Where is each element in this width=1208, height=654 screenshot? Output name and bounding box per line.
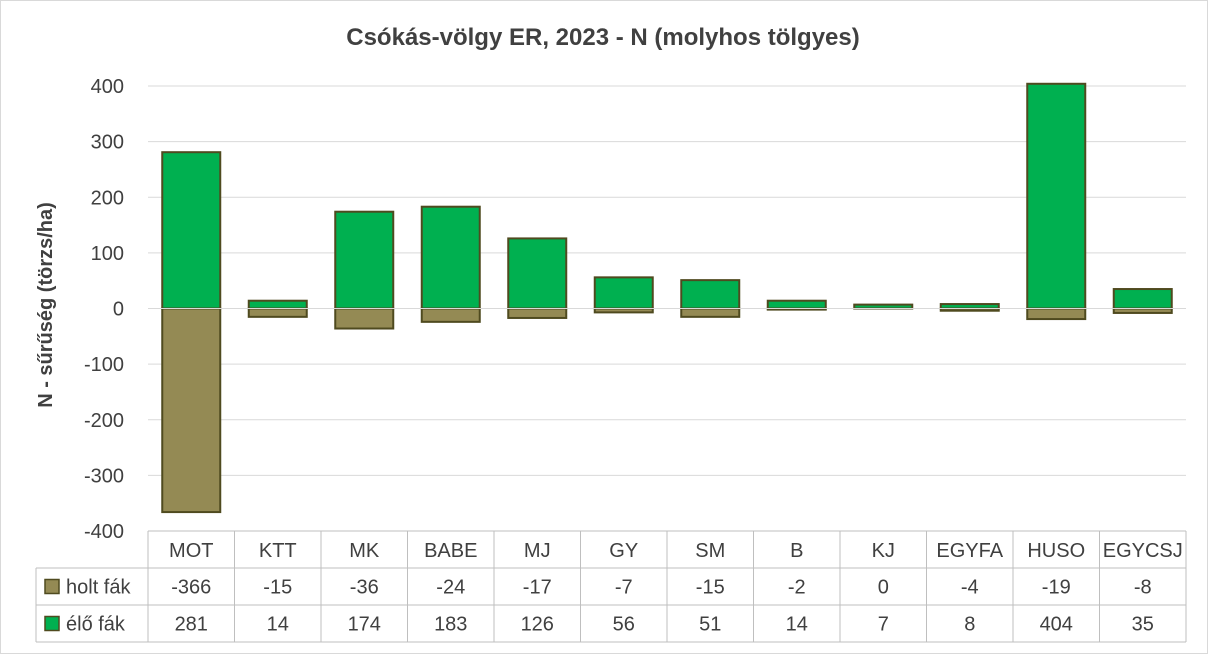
- data-label: 14: [786, 614, 808, 636]
- bar: [420, 205, 481, 310]
- data-label: -17: [523, 577, 552, 599]
- y-tick-label: -100: [84, 354, 124, 376]
- category-label: SM: [695, 540, 725, 562]
- y-tick-label: 100: [91, 243, 124, 265]
- category-label: GY: [609, 540, 638, 562]
- y-tick-label: 200: [91, 187, 124, 209]
- bar: [939, 303, 1000, 310]
- category-label: EGYCSJ: [1103, 540, 1183, 562]
- y-tick-label: 0: [113, 299, 124, 321]
- y-tick-label: 300: [91, 132, 124, 154]
- data-label: 174: [348, 614, 381, 636]
- series-label: holt fák: [66, 577, 131, 599]
- data-label: 14: [267, 614, 289, 636]
- bars: [148, 82, 1186, 514]
- bar: [1026, 82, 1087, 310]
- y-tick-label: -300: [84, 465, 124, 487]
- bar: [161, 307, 222, 514]
- y-tick-label: -400: [84, 521, 124, 543]
- category-label: MK: [349, 540, 380, 562]
- category-label: MJ: [524, 540, 551, 562]
- data-label: 0: [878, 577, 889, 599]
- bar: [161, 151, 222, 310]
- category-label: KTT: [259, 540, 297, 562]
- data-label: 35: [1132, 614, 1154, 636]
- data-label: -36: [350, 577, 379, 599]
- bar: [766, 299, 827, 310]
- data-label: 7: [878, 614, 889, 636]
- category-label: BABE: [424, 540, 477, 562]
- category-label: EGYFA: [936, 540, 1003, 562]
- data-label: 126: [521, 614, 554, 636]
- bar: [593, 276, 654, 310]
- bar: [247, 307, 308, 318]
- data-label: -366: [171, 577, 211, 599]
- y-tick-label: -200: [84, 410, 124, 432]
- category-label: B: [790, 540, 803, 562]
- bar: [247, 299, 308, 310]
- data-label: -15: [696, 577, 725, 599]
- data-label: 56: [613, 614, 635, 636]
- category-label: KJ: [872, 540, 895, 562]
- data-label: -24: [436, 577, 465, 599]
- category-label: HUSO: [1027, 540, 1085, 562]
- bar: [853, 303, 914, 310]
- data-label: 183: [434, 614, 467, 636]
- data-label: 51: [699, 614, 721, 636]
- legend-swatch: [44, 615, 60, 632]
- bar: [507, 307, 568, 319]
- data-label: 281: [175, 614, 208, 636]
- chart-title: Csókás-völgy ER, 2023 - N (molyhos tölgy…: [346, 24, 859, 51]
- bar: [1112, 288, 1173, 310]
- legend-swatch: [44, 578, 60, 595]
- data-label: -4: [961, 577, 979, 599]
- data-label: -15: [263, 577, 292, 599]
- y-tick-labels: 400 300 200 100 0 -100 -200 -300 -400: [84, 76, 124, 543]
- series-label: élő fák: [66, 614, 126, 636]
- category-label: MOT: [169, 540, 213, 562]
- bar: [420, 307, 481, 323]
- bar: [680, 279, 741, 310]
- bar: [507, 237, 568, 310]
- bar: [334, 307, 395, 330]
- data-label: 404: [1040, 614, 1073, 636]
- bar: [334, 210, 395, 310]
- data-label: 8: [964, 614, 975, 636]
- data-label: -8: [1134, 577, 1152, 599]
- bar: [680, 307, 741, 318]
- bar: [1026, 307, 1087, 321]
- data-label: -19: [1042, 577, 1071, 599]
- data-table: MOT KTT MK BABE MJ GY SM B KJ EGYFA HUSO EGYCSJ holt…: [35, 530, 1187, 643]
- data-label: -2: [788, 577, 806, 599]
- data-label: -7: [615, 577, 633, 599]
- y-tick-label: 400: [91, 76, 124, 98]
- y-axis-label: N - sűrűség (törzs/ha): [35, 202, 57, 408]
